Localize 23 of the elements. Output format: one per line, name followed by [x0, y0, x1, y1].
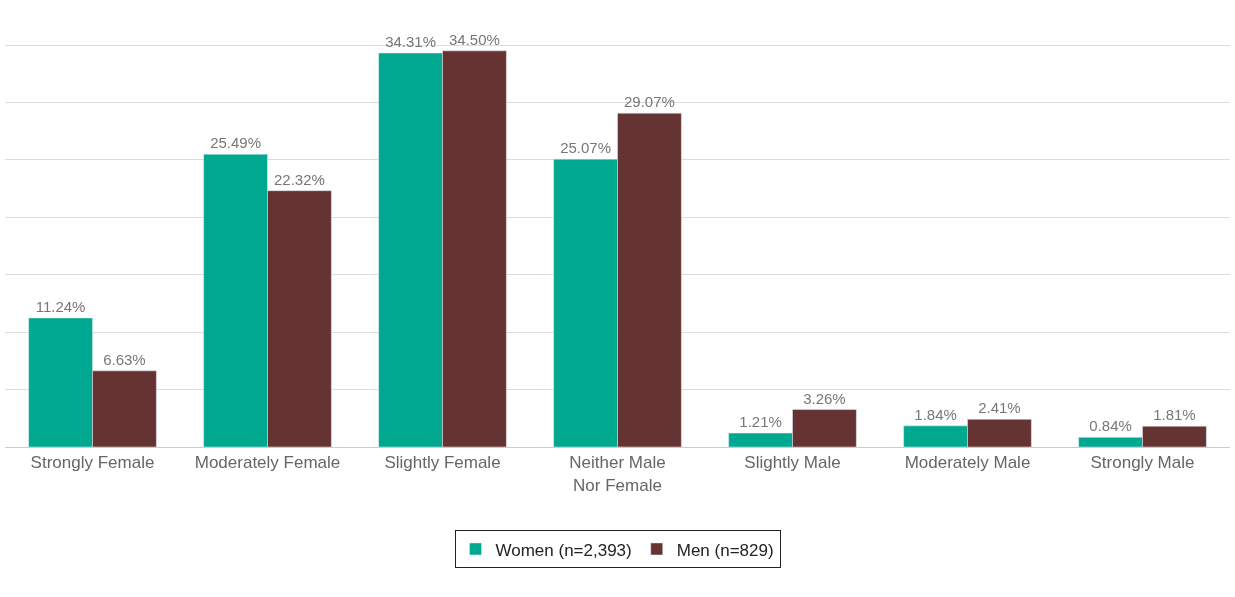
- x-tick-label: Strongly Female: [30, 453, 155, 473]
- data-label: 3.26%: [803, 389, 846, 407]
- x-tick-label: Strongly Male: [1090, 453, 1195, 473]
- legend-label: Women (n=2,393): [495, 540, 632, 560]
- data-label: 25.49%: [210, 134, 261, 152]
- data-label: 2.41%: [978, 399, 1021, 417]
- data-label: 6.63%: [103, 350, 146, 368]
- data-label: 34.50%: [449, 30, 500, 48]
- x-tick-label: Moderately Male: [904, 453, 1031, 473]
- legend-label: Men (n=829): [676, 540, 774, 560]
- data-label: 11.24%: [35, 297, 86, 315]
- data-label: 1.81%: [1153, 406, 1196, 424]
- x-tick-label: Neither Male Nor Female: [569, 453, 666, 495]
- x-tick-label: Slightly Male: [744, 453, 841, 473]
- data-label: 1.84%: [914, 405, 957, 423]
- data-label: 25.07%: [560, 139, 611, 157]
- data-label: 22.32%: [274, 170, 325, 188]
- data-label: 34.31%: [385, 33, 436, 51]
- data-label: 0.84%: [1089, 417, 1132, 435]
- x-tick-label: Moderately Female: [194, 453, 341, 473]
- data-label: 29.07%: [624, 93, 675, 111]
- x-tick-label: Slightly Female: [384, 453, 501, 473]
- data-label: 1.21%: [739, 413, 782, 431]
